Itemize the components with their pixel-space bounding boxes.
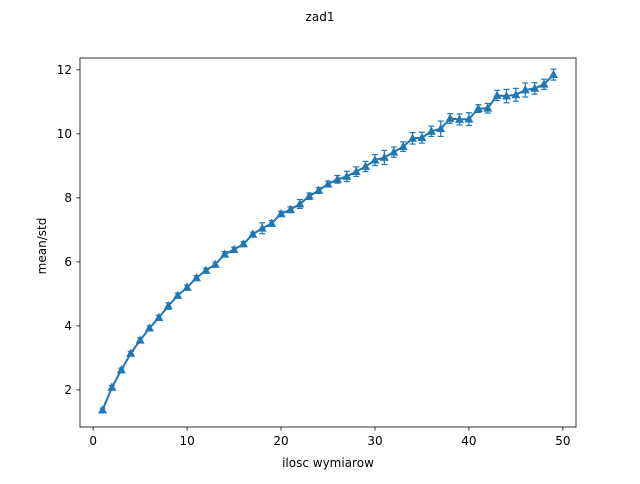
data-point — [530, 83, 540, 92]
y-tick-label: 6 — [64, 255, 72, 269]
y-tick-label: 10 — [57, 127, 72, 141]
data-point — [163, 301, 173, 310]
axes: 0 10 20 30 40 50 2 4 6 8 10 12 — [57, 57, 577, 448]
data-point — [351, 166, 361, 176]
y-tick-label: 4 — [64, 319, 72, 333]
plot-area — [98, 68, 558, 414]
data-point — [464, 114, 474, 123]
data-point — [408, 133, 418, 142]
data-point — [379, 152, 389, 161]
data-point — [116, 365, 126, 374]
data-point — [492, 90, 502, 99]
data-point — [389, 147, 399, 156]
data-point — [455, 114, 464, 123]
data-point — [173, 290, 183, 299]
data-point — [154, 312, 164, 321]
data-point — [285, 204, 295, 214]
data-point — [126, 348, 136, 357]
data-point — [426, 126, 436, 135]
data-point — [276, 209, 286, 218]
plot-frame — [79, 57, 577, 428]
data-point — [238, 239, 248, 248]
data-point — [248, 229, 258, 238]
data-point — [361, 161, 371, 170]
data-point — [473, 103, 483, 112]
data-point — [135, 335, 145, 344]
data-point — [502, 91, 511, 100]
data-point — [520, 85, 530, 94]
data-point — [548, 69, 558, 79]
data-point — [210, 259, 220, 268]
x-tick-label: 30 — [367, 434, 382, 448]
y-tick-label: 12 — [57, 63, 72, 77]
y-axis-label: mean/std — [35, 218, 49, 275]
x-tick-label: 20 — [273, 434, 288, 448]
x-axis-label: ilosc wymiarow — [282, 456, 374, 470]
data-point — [220, 249, 230, 258]
data-point — [398, 141, 408, 151]
data-point — [192, 273, 201, 282]
data-point — [323, 179, 333, 188]
data-point — [267, 218, 277, 227]
data-point — [295, 199, 305, 208]
data-point — [436, 123, 446, 133]
x-tick-label: 50 — [555, 434, 570, 448]
data-point — [257, 223, 267, 232]
x-tick-label: 40 — [461, 434, 476, 448]
data-point — [98, 405, 108, 414]
data-point — [342, 171, 352, 180]
y-tick-label: 8 — [64, 191, 72, 205]
data-point — [314, 185, 324, 194]
data-point — [107, 382, 117, 391]
data-point — [370, 155, 380, 164]
data-point — [332, 174, 342, 183]
data-point — [201, 265, 211, 274]
data-point — [539, 79, 549, 88]
chart-title: zad1 — [306, 10, 335, 24]
x-tick-label: 0 — [89, 434, 97, 448]
data-point — [145, 323, 154, 332]
data-point — [182, 282, 192, 291]
x-tick-label: 10 — [179, 434, 194, 448]
data-point — [229, 244, 239, 254]
data-point — [483, 103, 493, 112]
data-point — [304, 191, 314, 200]
data-point — [417, 132, 427, 142]
data-point — [445, 113, 455, 122]
data-point — [511, 89, 521, 99]
y-tick-label: 2 — [64, 383, 72, 397]
